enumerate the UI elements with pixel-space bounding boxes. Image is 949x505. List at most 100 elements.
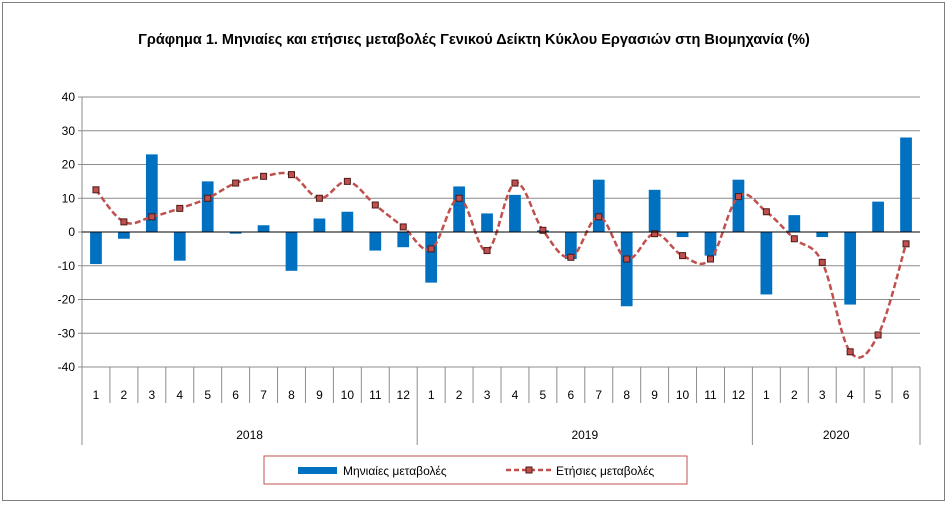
line-point-7 [288, 171, 295, 179]
bar-9 [341, 211, 354, 232]
x-tick-label: 10 [341, 388, 355, 402]
y-tick-label: -10 [58, 259, 76, 273]
bar-8 [313, 218, 326, 232]
x-tick-label: 6 [903, 388, 910, 402]
legend-line-marker [525, 466, 533, 474]
line-point-5 [232, 179, 240, 187]
line-point-27 [846, 348, 854, 356]
line-point-24 [762, 208, 770, 216]
line-point-17 [567, 253, 575, 261]
bar-12 [425, 232, 438, 283]
bar-1 [118, 232, 130, 239]
x-tick-label: 5 [875, 388, 882, 402]
line-point-10 [371, 201, 379, 209]
x-tick-label: 11 [369, 388, 382, 402]
chart-title: Γράφημα 1. Μηνιαίες και ετήσιες μεταβολέ… [138, 32, 810, 48]
legend-label-monthly: Μηνιαίες μεταβολές [343, 464, 447, 478]
legend-bar-swatch [298, 467, 337, 474]
bar-14 [481, 213, 493, 232]
bar-3 [173, 232, 186, 261]
line-series [92, 171, 910, 359]
bar-7 [285, 232, 298, 271]
x-tick-label: 1 [93, 388, 100, 402]
bar-22 [704, 232, 717, 256]
x-axis: 1 2 3 4 5 6 7 8 9 10 11 12 1 2 3 4 5 6 7 8 9 10 11 12 1 2 3 4 5 62018… [81, 367, 921, 445]
y-tick-label: 0 [68, 225, 75, 239]
y-tick-label: -30 [58, 326, 76, 340]
line-point-29 [902, 240, 910, 248]
bar-25 [788, 215, 801, 232]
bar-19 [620, 232, 633, 307]
bar-5 [229, 232, 242, 234]
x-tick-label: 7 [595, 388, 602, 402]
line-point-4 [204, 194, 212, 202]
x-group-label: 2018 [236, 428, 263, 442]
line-point-14 [483, 247, 491, 255]
x-tick-label: 6 [567, 388, 574, 402]
gridlines [82, 96, 920, 368]
bar-21 [676, 232, 689, 238]
x-tick-label: 9 [316, 388, 323, 402]
line-point-22 [707, 255, 714, 263]
line-point-0 [92, 186, 100, 194]
bar-15 [509, 194, 521, 232]
bar-11 [397, 232, 410, 248]
x-tick-label: 3 [148, 388, 155, 402]
line-point-3 [176, 204, 184, 212]
x-tick-label: 9 [651, 388, 658, 402]
line-point-26 [818, 258, 826, 266]
x-tick-label: 4 [847, 388, 854, 402]
x-tick-label: 10 [676, 388, 690, 402]
bar-24 [760, 232, 773, 295]
line-point-8 [315, 194, 323, 202]
bar-23 [732, 179, 745, 232]
legend-label-annual: Ετήσιες μεταβολές [556, 464, 654, 478]
x-tick-label: 1 [763, 388, 770, 402]
bar-27 [844, 232, 857, 305]
line-point-28 [874, 331, 882, 339]
x-tick-label: 2 [121, 388, 128, 402]
bar-10 [369, 232, 382, 251]
x-tick-label: 5 [204, 388, 211, 402]
bar-series [90, 137, 912, 307]
x-tick-label: 4 [176, 388, 183, 402]
y-tick-label: 10 [62, 191, 76, 205]
x-tick-label: 3 [819, 388, 826, 402]
y-axis: 40 30 20 10 0 -10 -20 -30 -40 [58, 90, 83, 445]
x-tick-label: 2 [456, 388, 463, 402]
x-tick-label: 11 [704, 388, 717, 402]
line-point-13 [455, 194, 463, 202]
line-point-19 [623, 255, 631, 263]
x-tick-label: 8 [623, 388, 630, 402]
line-point-9 [343, 177, 351, 185]
y-tick-label: 30 [62, 124, 76, 138]
x-tick-label: 6 [232, 388, 239, 402]
x-tick-label: 12 [732, 388, 746, 402]
x-tick-label: 4 [512, 388, 519, 402]
line-point-21 [679, 252, 687, 260]
bar-17 [564, 232, 577, 259]
x-tick-label: 8 [288, 388, 295, 402]
x-tick-label: 12 [397, 388, 411, 402]
line-point-11 [399, 223, 407, 231]
bar-2 [145, 154, 158, 232]
bar-26 [816, 232, 829, 238]
legend: Μηνιαίες μεταβολές Ετήσιες μεταβολές [263, 455, 688, 485]
line-point-2 [148, 213, 156, 221]
y-tick-label: -20 [58, 293, 76, 307]
x-group-label: 2020 [823, 428, 850, 442]
line-point-18 [595, 213, 603, 221]
line-point-16 [539, 226, 547, 234]
line-point-6 [260, 172, 268, 180]
line-point-25 [790, 235, 798, 243]
line-point-15 [511, 179, 519, 187]
x-tick-label: 2 [791, 388, 798, 402]
y-tick-label: -40 [58, 360, 76, 374]
x-tick-label: 3 [484, 388, 491, 402]
line-point-20 [651, 230, 659, 238]
x-tick-label: 7 [260, 388, 267, 402]
bar-18 [592, 179, 605, 232]
line-point-23 [734, 193, 742, 201]
bar-13 [453, 186, 465, 232]
